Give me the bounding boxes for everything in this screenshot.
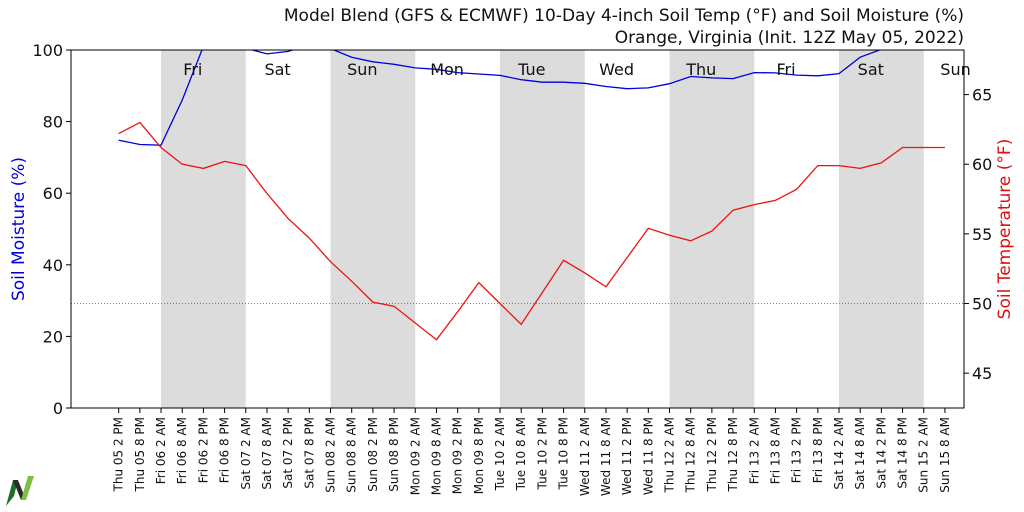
y-tick-label-left: 60 [43, 184, 63, 203]
x-tick-label: Mon 09 2 AM [408, 417, 422, 495]
x-tick-label: Fri 06 2 PM [196, 417, 210, 483]
y-tick-label-right: 60 [972, 155, 992, 174]
x-tick-label: Sat 07 8 AM [260, 417, 274, 490]
day-label: Fri [183, 60, 202, 79]
x-tick-label: Thu 12 2 PM [705, 417, 719, 492]
x-tick-label: Sat 07 8 PM [302, 417, 316, 489]
y-tick-label-right: 55 [972, 225, 992, 244]
y-tick-label-left: 40 [43, 256, 63, 275]
x-tick-label: Sat 14 8 PM [896, 417, 910, 489]
x-tick-label: Thu 05 2 PM [112, 417, 126, 492]
x-tick-label: Sat 07 2 AM [239, 417, 253, 490]
day-label: Sun [347, 60, 377, 79]
x-tick-label: Sat 14 8 AM [853, 417, 867, 490]
day-label: Sat [264, 60, 290, 79]
y-tick-label-left: 0 [53, 399, 63, 418]
y-tick-label-left: 100 [32, 41, 63, 60]
y-axis-label-left: Soil Moisture (%) [9, 157, 29, 301]
x-tick-label: Sun 15 8 AM [938, 417, 952, 493]
x-tick-label: Sun 08 2 PM [366, 417, 380, 492]
day-label: Sun [940, 60, 970, 79]
x-tick-label: Fri 06 2 AM [154, 417, 168, 484]
x-tick-label: Tue 10 2 AM [493, 417, 507, 491]
x-tick-label: Thu 12 8 PM [726, 417, 740, 492]
x-tick-label: Fri 13 8 AM [768, 417, 782, 484]
day-band [161, 50, 246, 408]
day-band [669, 50, 755, 408]
day-label: Sat [858, 60, 884, 79]
x-tick-label: Thu 12 2 AM [663, 417, 677, 493]
x-tick-label: Sat 14 2 AM [832, 417, 846, 490]
plot-frame [70, 49, 965, 409]
y-tick-label-left: 80 [43, 113, 63, 132]
x-tick-label: Sun 08 8 AM [345, 417, 359, 493]
y-tick-label-right: 50 [972, 295, 992, 314]
y-tick-label-right: 45 [972, 364, 992, 383]
x-tick-label: Tue 10 8 AM [514, 417, 528, 491]
x-tick-label: Wed 11 8 AM [599, 417, 613, 496]
x-tick-label: Sun 08 8 PM [387, 417, 401, 492]
brand-logo-icon [6, 476, 34, 506]
x-tick-label: Thu 05 8 PM [133, 417, 147, 492]
y-tick-label-right: 65 [972, 86, 992, 105]
day-label: Fri [777, 60, 796, 79]
x-tick-label: Mon 09 8 AM [430, 417, 444, 495]
x-tick-label: Fri 13 2 AM [747, 417, 761, 484]
x-tick-label: Wed 11 8 PM [641, 417, 655, 495]
x-tick-label: Fri 13 2 PM [790, 417, 804, 483]
soil-moisture-line [118, 50, 882, 146]
x-tick-label: Tue 10 8 PM [557, 417, 571, 490]
day-label: Tue [517, 60, 545, 79]
day-band [500, 50, 585, 408]
x-tick-label: Sat 07 2 PM [281, 417, 295, 489]
y-axis-label-right: Soil Temperature (°F) [995, 139, 1015, 320]
soil-temperature-line [118, 121, 945, 341]
day-label: Thu [685, 60, 716, 79]
x-tick-label: Mon 09 8 PM [472, 417, 486, 494]
x-tick-label: Wed 11 2 AM [578, 417, 592, 496]
x-tick-label: Mon 09 2 PM [451, 417, 465, 494]
x-tick-label: Tue 10 2 PM [535, 417, 549, 490]
y-tick-label-left: 20 [43, 327, 63, 346]
day-band [839, 50, 924, 408]
x-tick-label: Thu 12 8 AM [684, 417, 698, 493]
chart-subtitle: Orange, Virginia (Init. 12Z May 05, 2022… [614, 28, 964, 48]
x-tick-label: Sun 08 2 AM [324, 417, 338, 493]
x-tick-label: Wed 11 2 PM [620, 417, 634, 495]
day-label: Mon [430, 60, 464, 79]
x-tick-label: Fri 06 8 PM [218, 417, 232, 483]
chart-title: Model Blend (GFS & ECMWF) 10-Day 4-inch … [283, 6, 964, 26]
x-tick-label: Fri 06 8 AM [175, 417, 189, 484]
day-band [330, 50, 416, 408]
x-tick-label: Fri 13 8 PM [811, 417, 825, 483]
x-tick-label: Sat 14 2 PM [874, 417, 888, 489]
x-tick-label: Sun 15 2 AM [917, 417, 931, 493]
day-label: Wed [599, 60, 634, 79]
